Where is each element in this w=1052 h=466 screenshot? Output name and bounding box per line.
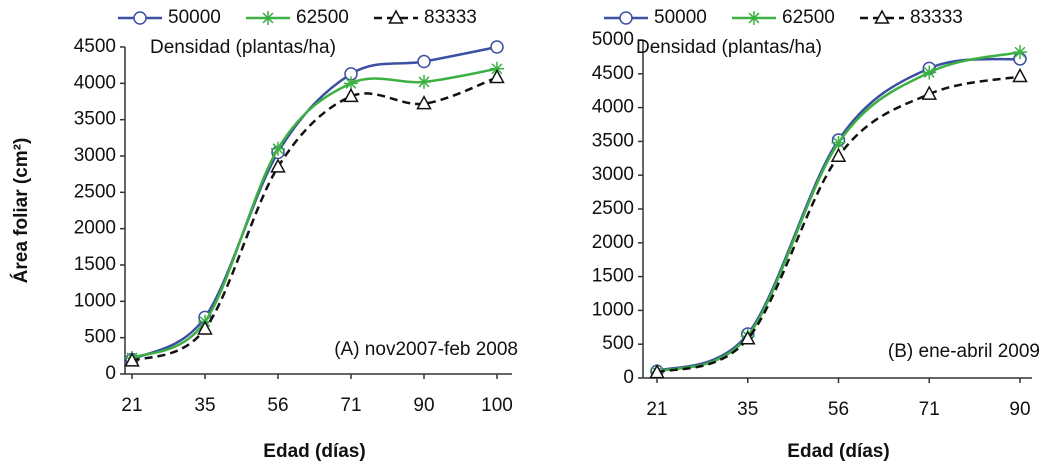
y-tick-label: 2000 [74, 218, 116, 239]
marker [344, 76, 358, 91]
x-tick-label: 35 [194, 395, 215, 416]
x-tick-label: 56 [828, 399, 849, 420]
y-tick-label: 0 [623, 367, 634, 388]
marker [490, 61, 504, 76]
x-tick-label: 35 [737, 399, 758, 420]
marker [133, 11, 147, 25]
y-tick-label: 2500 [592, 198, 634, 219]
legend-label: 50000 [168, 7, 221, 28]
marker [649, 364, 665, 379]
annotation: (B) ene-abril 2009 [888, 341, 1040, 362]
marker [271, 141, 285, 156]
series-line [131, 45, 498, 361]
y-tick-label: 1500 [592, 266, 634, 287]
marker [739, 330, 756, 345]
series-line [131, 67, 498, 360]
series-line [131, 76, 498, 363]
y-axis-label: Área foliar (cm²) [10, 138, 32, 284]
legend-title: Densidad (plantas/ha) [636, 37, 822, 58]
marker [831, 135, 846, 150]
y-tick-label: 4000 [74, 72, 116, 93]
marker [388, 9, 404, 24]
x-tick-label: 21 [121, 395, 142, 416]
marker [619, 11, 633, 25]
series-line [656, 50, 1021, 374]
x-tick-label: 100 [481, 395, 513, 416]
y-tick-label: 1000 [74, 290, 116, 311]
marker [1012, 67, 1028, 83]
marker [261, 11, 275, 25]
x-tick-label: 21 [646, 399, 667, 420]
legend-title: Densidad (plantas/ha) [150, 37, 336, 58]
marker [417, 74, 431, 89]
x-axis-label: Edad (días) [263, 441, 365, 462]
y-tick-label: 3000 [74, 145, 116, 166]
y-tick-label: 1000 [592, 299, 634, 320]
y-tick-label: 0 [105, 363, 116, 384]
chart-panel: 0 500 1000 1500 2000 2500 3000 3500 4000 4500 21 35… [10, 7, 518, 462]
marker [270, 158, 286, 173]
legend-label: 62500 [296, 7, 349, 28]
y-tick-label: 500 [84, 327, 116, 348]
chart-panel: 0 500 1000 1500 2000 2500 3000 3500 4000 4500 5000… [592, 7, 1040, 462]
marker [490, 40, 504, 54]
marker [1013, 45, 1027, 60]
marker [416, 95, 432, 110]
legend-label: 62500 [782, 7, 835, 28]
y-tick-label: 3000 [592, 164, 634, 185]
marker [830, 147, 847, 163]
x-tick-label: 71 [340, 395, 361, 416]
marker [417, 54, 431, 69]
y-tick-label: 4500 [74, 36, 116, 57]
legend-label: 50000 [654, 7, 707, 28]
y-tick-label: 4000 [592, 97, 634, 118]
y-tick-label: 2000 [592, 232, 634, 253]
y-tick-label: 2500 [74, 181, 116, 202]
y-tick-label: 5000 [592, 29, 634, 50]
x-tick-label: 90 [413, 395, 434, 416]
x-axis-label: Edad (días) [787, 441, 889, 462]
x-tick-label: 90 [1009, 399, 1030, 420]
marker [124, 352, 140, 367]
marker [343, 87, 359, 103]
series-line [656, 57, 1021, 373]
marker [921, 85, 938, 100]
y-tick-label: 1500 [74, 254, 116, 275]
marker [197, 320, 213, 335]
x-tick-label: 56 [267, 395, 288, 416]
annotation: (A) nov2007-feb 2008 [334, 339, 518, 360]
marker [489, 68, 505, 84]
y-tick-label: 3500 [74, 109, 116, 130]
marker [747, 11, 761, 25]
legend-label: 83333 [424, 7, 477, 28]
y-tick-label: 3500 [592, 130, 634, 151]
series-line [656, 75, 1021, 374]
x-tick-label: 71 [919, 399, 940, 420]
marker [874, 9, 890, 24]
y-tick-label: 500 [602, 333, 634, 354]
y-tick-label: 4500 [592, 63, 634, 84]
marker [922, 65, 937, 80]
legend-label: 83333 [910, 7, 963, 28]
